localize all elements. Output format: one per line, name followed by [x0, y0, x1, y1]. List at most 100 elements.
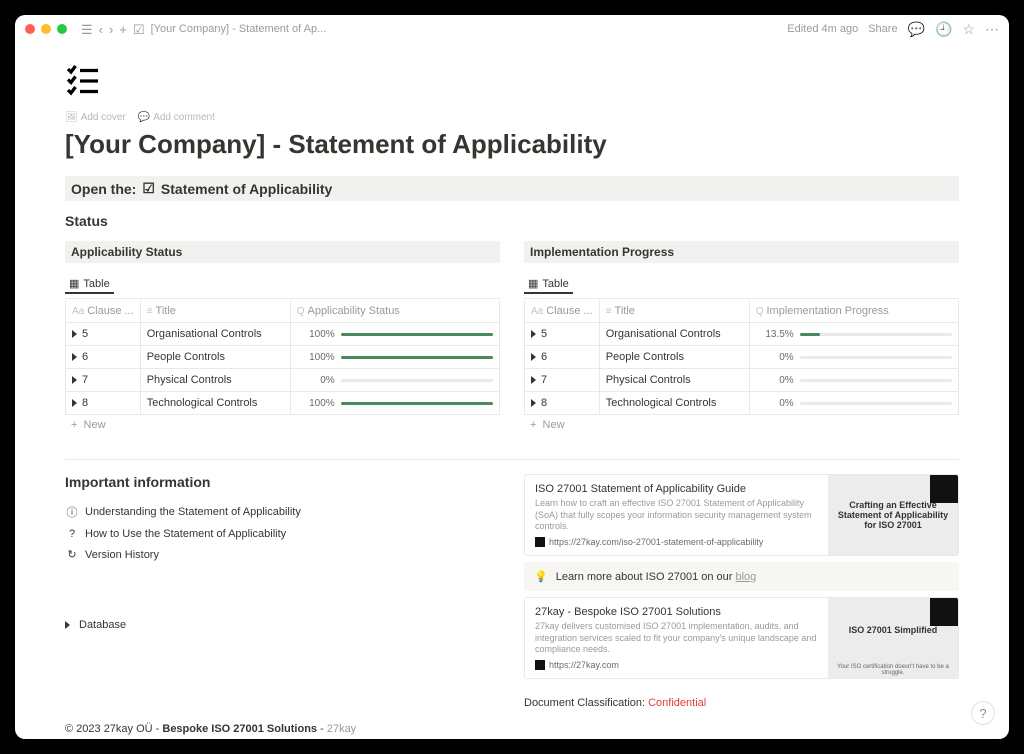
col-progress: Implementation Progress	[766, 305, 888, 317]
info-column: Important information ⓘUnderstanding the…	[65, 474, 500, 709]
toggle-icon[interactable]	[531, 353, 536, 361]
col-clause: Clause ...	[546, 305, 592, 317]
classification-value: Confidential	[648, 697, 706, 709]
info-item-label: Version History	[85, 549, 159, 561]
open-link[interactable]: Statement of Applicability	[161, 181, 332, 197]
favorite-icon[interactable]: ☆	[962, 21, 975, 38]
info-item[interactable]: ?How to Use the Statement of Applicabili…	[65, 524, 500, 544]
page-actions: 🖼 Add cover 💬 Add comment	[65, 112, 959, 123]
table-row[interactable]: 7Physical Controls0%	[525, 369, 959, 392]
row-title: People Controls	[140, 346, 290, 369]
resources-column: ISO 27001 Statement of Applicability Gui…	[524, 474, 959, 709]
app-window: ☰ ‹ › + ☑ [Your Company] - Statement of …	[15, 15, 1009, 739]
progress-value: 0%	[756, 352, 794, 363]
progress-bar	[341, 379, 493, 382]
progress-bar	[800, 356, 952, 359]
progress-bar	[800, 402, 952, 405]
window-controls	[25, 24, 67, 34]
col-title: Title	[615, 305, 635, 317]
open-section: Open the: ☑ Statement of Applicability	[65, 176, 959, 201]
minimize-window-button[interactable]	[41, 24, 51, 34]
bookmark-desc: 27kay delivers customised ISO 27001 impl…	[535, 621, 818, 656]
table-view-tab[interactable]: ▦ Table	[65, 275, 114, 294]
titlebar: ☰ ‹ › + ☑ [Your Company] - Statement of …	[15, 15, 1009, 43]
info-list: ⓘUnderstanding the Statement of Applicab…	[65, 500, 500, 565]
callout-link[interactable]: blog	[736, 571, 757, 583]
toggle-icon[interactable]	[72, 353, 77, 361]
bookmark[interactable]: 27kay - Bespoke ISO 27001 Solutions27kay…	[524, 597, 959, 679]
progress-bar	[800, 333, 952, 336]
toggle-icon[interactable]	[531, 330, 536, 338]
info-item-icon: ↻	[65, 548, 79, 561]
maximize-window-button[interactable]	[57, 24, 67, 34]
close-window-button[interactable]	[25, 24, 35, 34]
table-row[interactable]: 7Physical Controls0%	[66, 369, 500, 392]
table-row[interactable]: 5Organisational Controls100%	[66, 323, 500, 346]
table-row[interactable]: 6People Controls100%	[66, 346, 500, 369]
footer: © 2023 27kay OÜ - Bespoke ISO 27001 Solu…	[65, 723, 959, 735]
comments-icon[interactable]: 💬	[908, 21, 925, 38]
add-cover-button[interactable]: 🖼 Add cover	[65, 112, 126, 123]
footer-link[interactable]: 27kay	[327, 723, 356, 735]
add-row-button[interactable]: + New	[65, 415, 500, 435]
col-title: Title	[156, 305, 176, 317]
database-toggle[interactable]: Database	[65, 615, 500, 635]
col-status: Applicability Status	[307, 305, 399, 317]
progress-value: 100%	[297, 352, 335, 363]
table-row[interactable]: 6People Controls0%	[525, 346, 959, 369]
toggle-icon[interactable]	[531, 399, 536, 407]
status-heading: Status	[65, 213, 959, 229]
progress-value: 0%	[297, 375, 335, 386]
bookmark-thumbnail: Crafting an Effective Statement of Appli…	[828, 475, 958, 555]
progress-value: 0%	[756, 398, 794, 409]
info-item[interactable]: ⓘUnderstanding the Statement of Applicab…	[65, 500, 500, 524]
row-title: Organisational Controls	[140, 323, 290, 346]
progress-bar	[341, 356, 493, 359]
callout-text: Learn more about ISO 27001 on our	[556, 571, 736, 583]
row-title: Organisational Controls	[599, 323, 749, 346]
lightbulb-icon: 💡	[534, 570, 548, 583]
row-title: Technological Controls	[140, 392, 290, 415]
updates-icon[interactable]: 🕘	[935, 21, 952, 38]
row-title: Technological Controls	[599, 392, 749, 415]
help-button[interactable]: ?	[971, 701, 995, 725]
bookmark-title: ISO 27001 Statement of Applicability Gui…	[535, 483, 818, 495]
toggle-icon[interactable]	[72, 330, 77, 338]
share-button[interactable]: Share	[868, 23, 897, 35]
divider	[65, 459, 959, 460]
table-view-tab[interactable]: ▦ Table	[524, 275, 573, 294]
more-icon[interactable]: ⋯	[985, 21, 999, 38]
info-item-label: Understanding the Statement of Applicabi…	[85, 506, 301, 518]
bookmark[interactable]: ISO 27001 Statement of Applicability Gui…	[524, 474, 959, 556]
applicability-table: AaClause ... ≡Title QApplicability Statu…	[65, 300, 500, 415]
info-item-icon: ?	[65, 528, 79, 540]
breadcrumb-page-icon: ☑	[133, 23, 145, 36]
progress-value: 100%	[297, 329, 335, 340]
add-comment-button[interactable]: 💬 Add comment	[138, 112, 215, 123]
back-icon[interactable]: ‹	[99, 23, 103, 36]
toggle-icon[interactable]	[72, 399, 77, 407]
table-row[interactable]: 5Organisational Controls13.5%	[525, 323, 959, 346]
progress-value: 0%	[756, 375, 794, 386]
toggle-icon[interactable]	[72, 376, 77, 384]
bookmark-url: https://27kay.com/iso-27001-statement-of…	[535, 537, 818, 547]
progress-bar	[341, 402, 493, 405]
implementation-heading: Implementation Progress	[524, 241, 959, 263]
edited-label: Edited 4m ago	[787, 23, 858, 35]
table-icon: ▦	[69, 277, 79, 290]
add-row-button[interactable]: + New	[524, 415, 959, 435]
row-title: Physical Controls	[140, 369, 290, 392]
callout: 💡 Learn more about ISO 27001 on our blog	[524, 562, 959, 591]
table-row[interactable]: 8Technological Controls0%	[525, 392, 959, 415]
new-page-icon[interactable]: +	[119, 23, 127, 36]
page-icon[interactable]	[65, 63, 959, 104]
forward-icon[interactable]: ›	[109, 23, 113, 36]
breadcrumb[interactable]: [Your Company] - Statement of Ap...	[151, 23, 327, 35]
table-row[interactable]: 8Technological Controls100%	[66, 392, 500, 415]
implementation-column: Implementation Progress ▦ Table AaClause…	[524, 241, 959, 435]
row-title: People Controls	[599, 346, 749, 369]
sidebar-toggle-icon[interactable]: ☰	[81, 23, 93, 36]
row-title: Physical Controls	[599, 369, 749, 392]
info-item[interactable]: ↻ Version History	[65, 544, 500, 565]
toggle-icon[interactable]	[531, 376, 536, 384]
